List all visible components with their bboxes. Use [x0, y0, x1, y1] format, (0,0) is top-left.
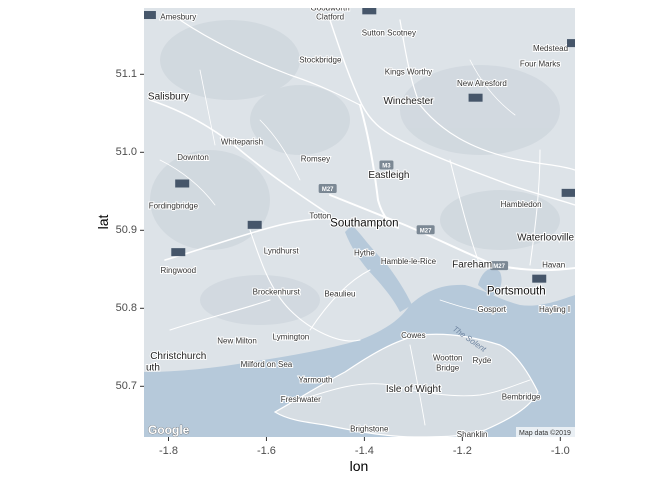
place-label: Four Marks: [520, 60, 560, 69]
location-markers: [144, 8, 575, 283]
place-label: Romsey: [301, 155, 330, 164]
y-tick-label: 50.9: [116, 224, 137, 236]
motorway-shield-box: [318, 183, 337, 193]
place-label: Bembridge: [502, 393, 541, 402]
place-label: Isle of Wight: [386, 384, 441, 395]
attribution-background: [516, 427, 575, 437]
place-label: Hayling I: [539, 305, 570, 314]
y-tick-label: 50.7: [116, 380, 137, 392]
map-attribution: Map data ©2019: [519, 429, 571, 437]
place-label: Southampton: [330, 217, 398, 229]
place-label: Shanklin: [457, 430, 488, 439]
isle-of-wight: [273, 333, 539, 437]
place-label: Lyndhurst: [264, 247, 300, 256]
place-label: Sutton Scotney: [362, 28, 416, 37]
place-label: New Alresford: [457, 79, 507, 88]
place-label: Lymington: [273, 333, 310, 342]
motorway-shield-label: M27: [420, 228, 432, 234]
portsmouth-harbour: [478, 268, 502, 296]
location-marker: [561, 188, 575, 197]
motorway-shield: M3: [379, 160, 394, 170]
place-label: Brighstone: [350, 425, 389, 434]
y-tick-label: 51.1: [116, 68, 137, 80]
motorway-shields: M3 M27 M27 M27: [318, 160, 509, 271]
place-label: Clatford: [316, 13, 344, 22]
place-label: Gosport: [478, 305, 507, 314]
x-axis: -1.8 -1.6 -1.4 -1.2 -1.0 lon: [159, 437, 570, 474]
place-label: Fordingbridge: [149, 201, 199, 210]
motorway-shield: M27: [490, 261, 509, 271]
place-label: Christchurch: [150, 351, 206, 362]
motorway-shield-box: [416, 225, 435, 235]
roads: [149, 19, 575, 426]
location-marker: [567, 39, 575, 48]
location-marker: [171, 248, 186, 257]
place-label: Wootton: [433, 354, 463, 363]
y-tick-label: 50.8: [116, 302, 137, 314]
location-marker: [532, 274, 547, 283]
southampton-water: [345, 225, 412, 312]
place-label: Eastleigh: [368, 170, 409, 181]
google-logo: Google: [148, 423, 190, 437]
motorway-shield: M27: [416, 225, 435, 235]
place-label: Fareham: [452, 260, 492, 271]
place-label: Freshwater: [281, 395, 321, 404]
place-label: Hythe: [354, 248, 375, 257]
y-axis: 51.1 51.0 50.9 50.8 50.7 lat: [95, 68, 144, 392]
place-label: Milford on Sea: [241, 360, 293, 369]
motorway-shield-box: [379, 160, 394, 170]
x-tick-label: -1.6: [257, 445, 276, 457]
motorway-shield: M27: [318, 183, 337, 193]
x-axis-title: lon: [350, 458, 369, 474]
place-label: Ryde: [473, 356, 492, 365]
x-axis-ticks: -1.8 -1.6 -1.4 -1.2 -1.0: [159, 437, 570, 457]
place-label: Kings Worthy: [385, 67, 432, 76]
location-marker: [144, 11, 156, 20]
motorway-shield-label: M27: [322, 187, 334, 193]
place-label: Whiteparish: [221, 138, 263, 147]
place-label: uth: [146, 363, 160, 374]
place-label: Yarmouth: [298, 375, 332, 384]
y-axis-ticks: 51.1 51.0 50.9 50.8 50.7: [116, 68, 144, 392]
place-label: Beaulieu: [324, 290, 355, 299]
location-marker: [247, 220, 262, 229]
place-label: Winchester: [383, 96, 434, 107]
x-tick-label: -1.4: [355, 445, 374, 457]
place-label: Amesbury: [160, 13, 196, 22]
place-label: Hamble-le-Rice: [381, 257, 437, 266]
x-tick-label: -1.8: [159, 445, 178, 457]
place-label: Portsmouth: [487, 285, 546, 297]
y-tick-label: 51.0: [116, 146, 137, 158]
location-marker: [175, 179, 190, 188]
place-label: New Milton: [217, 336, 257, 345]
place-label: Bridge: [436, 364, 460, 373]
location-marker: [468, 93, 483, 102]
motorway-shield-label: M3: [382, 164, 391, 170]
place-label: Stockbridge: [299, 56, 342, 65]
location-marker: [362, 8, 377, 15]
y-axis-title: lat: [95, 215, 111, 230]
place-label: Totton: [309, 212, 331, 221]
x-tick-label: -1.2: [453, 445, 472, 457]
place-label: Havan: [542, 261, 565, 270]
motorway-shield-box: [490, 261, 509, 271]
place-label: Hambledon: [501, 200, 542, 209]
place-label: Salisbury: [148, 91, 189, 102]
place-label: Brockenhurst: [253, 287, 301, 296]
place-label: Ringwood: [160, 266, 196, 275]
x-tick-label: -1.0: [551, 445, 570, 457]
place-label: Goodworth: [311, 3, 350, 12]
motorway-shield-label: M27: [493, 264, 505, 270]
place-label: Medstead: [533, 44, 568, 53]
place-label: Downton: [177, 153, 209, 162]
place-label: Waterlooville: [517, 232, 574, 243]
place-label: Cowes: [401, 331, 425, 340]
